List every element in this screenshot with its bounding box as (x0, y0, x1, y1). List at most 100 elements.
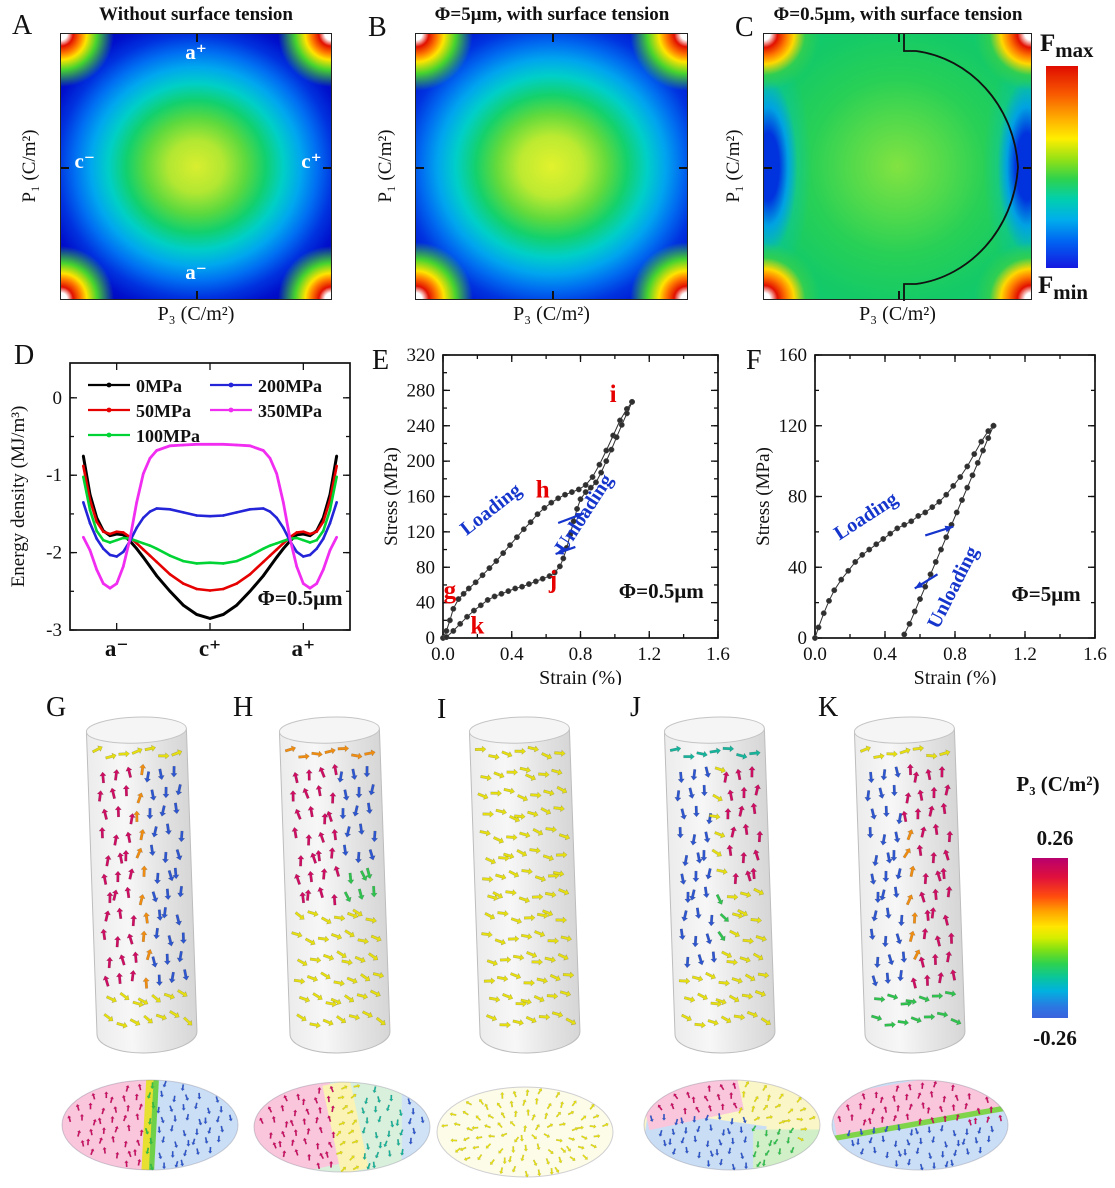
arrow-shape (180, 1084, 185, 1092)
polarization-arrow (450, 1138, 458, 1143)
polarization-arrow (726, 893, 739, 901)
polarization-arrow (317, 886, 325, 899)
series-marker-loading (964, 463, 971, 470)
polarization-arrow (88, 1102, 93, 1110)
polarization-arrow (729, 826, 737, 838)
series-marker-200MPa (315, 547, 318, 551)
polarization-arrow (390, 1120, 395, 1128)
series-marker-0MPa (82, 454, 85, 458)
arrow-shape (336, 950, 347, 959)
point-label-j: j (548, 567, 557, 594)
polarization-arrow (705, 868, 713, 880)
polarization-arrow (106, 891, 114, 904)
arrow-shape (531, 893, 544, 901)
contour-axis-tick (679, 166, 687, 169)
arrow-shape (90, 1148, 95, 1156)
arrow-shape (742, 823, 750, 836)
arrow-shape (126, 933, 134, 945)
arrow-shape (998, 1114, 1003, 1122)
arrow-shape (678, 928, 686, 941)
polarization-arrow (169, 1010, 180, 1019)
arrow-shape (149, 789, 157, 801)
polarization-arrow (533, 994, 545, 1003)
polarization-arrow (735, 752, 748, 760)
arrow-shape (374, 1131, 379, 1139)
panel-j-cross-section (643, 1079, 821, 1171)
series-marker-50MPa (182, 582, 185, 585)
polarization-arrow (722, 745, 735, 753)
polarization-arrow (679, 873, 687, 885)
polarization-arrow (926, 752, 938, 760)
polarization-arrow (837, 1115, 842, 1123)
polarization-arrow (134, 1093, 139, 1101)
panel-h-nanowire (278, 716, 391, 1054)
arrow-shape (135, 1113, 140, 1121)
arrow-shape (169, 1010, 180, 1019)
series-marker-0MPa (168, 590, 172, 593)
arrow-shape (990, 1125, 995, 1133)
arrow-shape (341, 958, 353, 966)
arrow-shape (338, 1121, 346, 1126)
series-marker-loading (880, 536, 887, 542)
polarization-arrow (123, 1140, 128, 1148)
arrow-shape (740, 851, 748, 864)
polarization-arrow (453, 1122, 461, 1127)
series-marker-unloading (613, 434, 620, 441)
arrow-shape (708, 813, 721, 821)
arrow-shape (331, 828, 339, 841)
arrow-shape (978, 1146, 983, 1154)
series-marker-100MPa (328, 508, 332, 512)
polarization-arrow (683, 753, 695, 761)
polarization-arrow (867, 1117, 872, 1125)
arrow-shape (164, 823, 172, 835)
polarization-arrow (721, 1129, 726, 1137)
arrow-shape (370, 885, 378, 898)
arrow-shape (318, 766, 326, 778)
arrow-shape (495, 873, 507, 881)
arrow-shape (697, 953, 705, 966)
polarization-arrow (329, 1085, 334, 1093)
polarization-arrow (558, 1156, 563, 1164)
arrow-shape (186, 1139, 191, 1147)
arrow-shape (91, 745, 103, 754)
arrow-shape (942, 914, 950, 926)
polarization-arrow (119, 991, 130, 1001)
x-tick-label: 0.4 (873, 644, 897, 665)
polarization-arrow (880, 769, 888, 781)
arrow-shape (472, 1145, 480, 1150)
polarization-arrow (882, 870, 890, 883)
polarization-arrow (113, 1106, 118, 1113)
polarization-arrow (859, 1148, 865, 1155)
polarization-arrow (748, 765, 756, 778)
arrow-shape (331, 763, 339, 776)
polarization-arrow (910, 1016, 922, 1024)
polarization-arrow (340, 1166, 346, 1173)
arrow-shape (809, 1115, 816, 1121)
arrow-shape (696, 750, 708, 758)
series-marker-unloading (484, 597, 491, 603)
y-tick-label: 0 (53, 388, 63, 409)
arrow-shape (667, 1138, 673, 1146)
arrow-shape (407, 1117, 412, 1125)
polarization-arrow (940, 802, 948, 815)
series-marker-50MPa (235, 582, 238, 585)
polarization-arrow (322, 1018, 334, 1027)
polarization-arrow (552, 870, 565, 878)
polarization-arrow (132, 1148, 138, 1156)
arrow-shape (986, 1135, 991, 1143)
series-marker-200MPa (295, 550, 298, 554)
legend-label: 100MPa (136, 426, 200, 446)
arrow-shape (297, 854, 305, 867)
arrow-shape (361, 1010, 373, 1019)
arrow-shape (778, 1093, 784, 1100)
polarization-arrow (335, 1015, 347, 1024)
arrow-shape (536, 1143, 541, 1151)
cross-bg-region (322, 1082, 369, 1172)
arrow-shape (503, 787, 515, 795)
arrow-shape (950, 1084, 956, 1092)
polarization-arrow (567, 1110, 575, 1116)
arrow-shape (420, 1116, 425, 1124)
arrow-shape (142, 912, 151, 924)
polarization-arrow (743, 1162, 749, 1170)
